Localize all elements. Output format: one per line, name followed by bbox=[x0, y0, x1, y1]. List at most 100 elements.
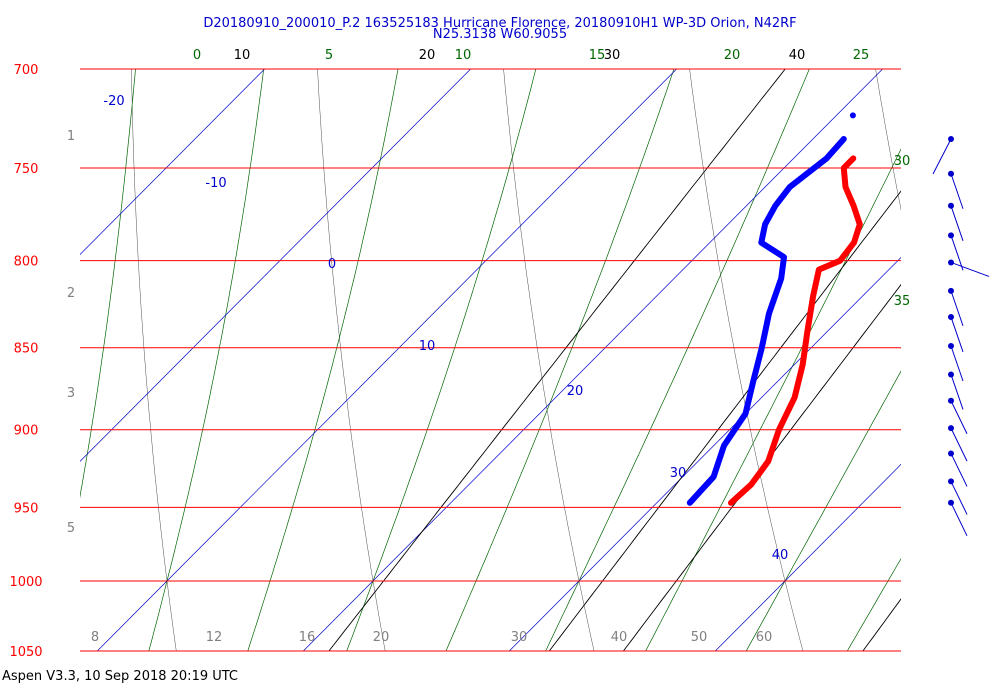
top-tick-label: 20 bbox=[419, 48, 436, 63]
mixing-ratio-line bbox=[328, 69, 786, 651]
wind-barb-dot bbox=[948, 202, 954, 209]
wind-barb bbox=[948, 371, 964, 410]
moist-adiabat-label: 35 bbox=[894, 294, 911, 309]
isotherm-label: 10 bbox=[419, 339, 436, 354]
wind-barb-staff bbox=[950, 173, 964, 209]
wind-barb bbox=[948, 499, 968, 537]
wind-barb bbox=[932, 136, 954, 175]
top-tick-label: 30 bbox=[604, 48, 621, 63]
wind-barb-staff bbox=[950, 235, 964, 271]
wind-barb-dot bbox=[948, 232, 954, 239]
mixing-ratio-label: 20 bbox=[373, 630, 390, 645]
isotherm bbox=[97, 69, 677, 651]
isotherm bbox=[80, 69, 471, 462]
isotherm-label: 0 bbox=[328, 257, 336, 272]
wind-barb-dot bbox=[948, 371, 954, 378]
wind-barb-dot bbox=[948, 499, 954, 506]
top-tick-label: 10 bbox=[234, 48, 251, 63]
dry-adiabat bbox=[689, 69, 804, 651]
wind-barb bbox=[948, 342, 964, 382]
pressure-tick-label: 750 bbox=[14, 162, 39, 177]
wind-barb-staff bbox=[950, 290, 964, 327]
wind-barb bbox=[948, 450, 968, 487]
wind-barb-dot bbox=[948, 478, 954, 485]
height-label: 2 bbox=[67, 286, 75, 301]
top-tick-label: 40 bbox=[789, 48, 806, 63]
dry-adiabat bbox=[317, 69, 386, 651]
isotherm-label: 40 bbox=[772, 548, 789, 563]
isotherm bbox=[80, 69, 265, 255]
pressure-tick-label: 1050 bbox=[9, 645, 42, 660]
wind-barb-dot bbox=[948, 259, 954, 266]
wind-barb-staff bbox=[950, 481, 968, 515]
wind-barb bbox=[948, 232, 964, 271]
wind-barb-staff bbox=[950, 453, 968, 487]
mixing-ratio-line bbox=[862, 598, 901, 651]
isotherm bbox=[921, 69, 1000, 651]
moist-adiabat-label: 25 bbox=[853, 48, 870, 63]
wind-barb-dot bbox=[948, 450, 954, 457]
chart-subtitle: N25.3138 W60.9055 bbox=[432, 27, 568, 42]
mixing-ratio-label: 12 bbox=[206, 630, 223, 645]
moist-adiabat bbox=[645, 148, 901, 651]
moist-adiabat-label: 0 bbox=[193, 48, 201, 63]
wind-barb-dot bbox=[948, 287, 954, 294]
wind-barb-staff bbox=[950, 374, 964, 410]
dry-adiabat bbox=[875, 69, 901, 211]
wind-barb bbox=[948, 170, 964, 209]
moist-adiabat-label: 5 bbox=[325, 48, 333, 63]
wind-barb-staff bbox=[950, 261, 990, 277]
moist-adiabat-label: 10 bbox=[455, 48, 472, 63]
moist-adiabat bbox=[346, 69, 537, 651]
footer-text: Aspen V3.3, 10 Sep 2018 20:19 UTC bbox=[2, 669, 239, 684]
pressure-tick-label: 800 bbox=[14, 255, 39, 270]
wind-barb bbox=[948, 259, 990, 277]
moist-adiabat bbox=[846, 558, 901, 651]
dewpoint-profile bbox=[686, 136, 847, 506]
isotherm bbox=[0, 69, 59, 651]
wind-barb bbox=[948, 287, 964, 327]
wind-barb-staff bbox=[950, 345, 964, 382]
pressure-tick-label: 700 bbox=[14, 63, 39, 78]
wind-barb-staff bbox=[950, 427, 968, 462]
wind-barb-dot bbox=[948, 170, 954, 177]
isotherm-label: -10 bbox=[205, 176, 226, 191]
pressure-tick-label: 850 bbox=[14, 342, 39, 357]
moist-adiabat bbox=[445, 69, 675, 651]
wind-barb-staff bbox=[950, 205, 964, 241]
mixing-ratio-label: 16 bbox=[299, 630, 316, 645]
pressure-tick-label: 900 bbox=[14, 424, 39, 439]
moist-adiabat-label: 15 bbox=[589, 48, 606, 63]
moist-adiabat bbox=[0, 69, 15, 651]
wind-barb-staff bbox=[950, 316, 964, 353]
isotherm bbox=[303, 69, 883, 651]
wind-barb bbox=[948, 425, 968, 462]
isotherm-label: -20 bbox=[103, 94, 124, 109]
mixing-ratio-label: 8 bbox=[91, 630, 99, 645]
wind-barb-dot bbox=[948, 397, 954, 404]
moist-adiabat-label: 30 bbox=[894, 154, 911, 169]
height-label: 1 bbox=[67, 129, 75, 144]
wind-barb-dot bbox=[948, 425, 954, 432]
wind-barb bbox=[948, 313, 964, 353]
moist-adiabat-label: 20 bbox=[724, 48, 741, 63]
wind-barb-dot bbox=[948, 342, 954, 349]
moist-adiabat bbox=[545, 69, 810, 651]
wind-barb bbox=[948, 202, 964, 241]
temperature-profile bbox=[728, 155, 863, 506]
dry-adiabat bbox=[131, 69, 177, 651]
wind-barb bbox=[948, 397, 968, 434]
wind-barb-dot bbox=[948, 313, 954, 320]
moist-adiabat bbox=[148, 69, 265, 651]
dry-adiabat bbox=[503, 69, 595, 651]
mixing-ratio-label: 40 bbox=[611, 630, 628, 645]
isotherm-label: 30 bbox=[670, 466, 687, 481]
wind-barb-staff bbox=[932, 138, 952, 175]
wind-barb-staff bbox=[950, 400, 968, 434]
wind-barb-dot bbox=[948, 136, 954, 143]
dewpoint-top-point bbox=[849, 112, 856, 119]
mixing-ratio-label: 50 bbox=[691, 630, 708, 645]
height-label: 5 bbox=[67, 521, 75, 536]
mixing-ratio-line bbox=[623, 283, 901, 651]
